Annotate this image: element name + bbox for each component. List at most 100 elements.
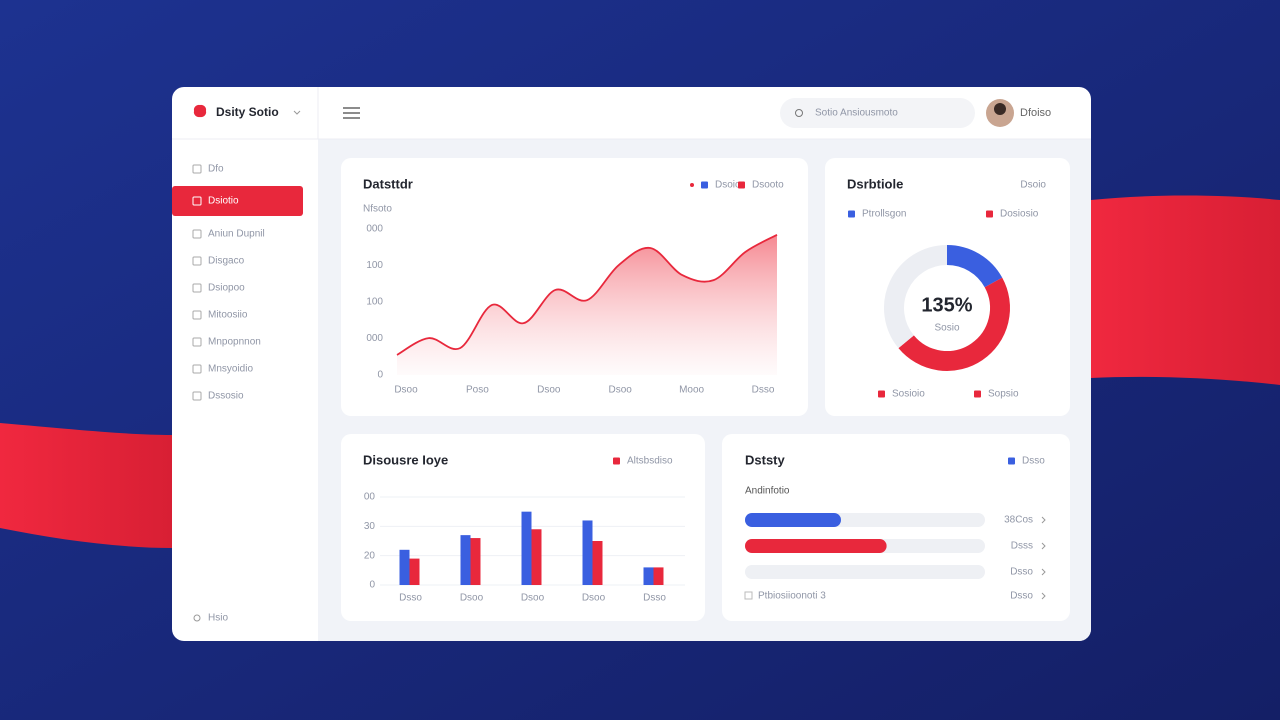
x-tick-label: Dsoo	[521, 593, 545, 604]
panel	[825, 158, 1070, 416]
y-tick-label: 20	[364, 550, 376, 561]
nav-item[interactable]: Aniun Dupnil	[208, 229, 265, 240]
row-label: Dsso	[1010, 591, 1033, 602]
nav-item[interactable]: Dssosio	[208, 391, 244, 402]
y-tick-label: 0	[369, 580, 375, 591]
y-tick-label: 100	[366, 297, 383, 308]
y-tick-label: 30	[364, 521, 376, 532]
panel-title: Disousre Ioye	[363, 452, 448, 467]
row-label: 38Cos	[1004, 515, 1033, 526]
y-tick-label: 000	[366, 333, 383, 344]
x-tick-label: Dsoo	[582, 593, 606, 604]
bar	[582, 520, 593, 585]
search-icon	[795, 109, 803, 117]
legend-label: Dsso	[1022, 456, 1045, 467]
chevron[interactable]	[1041, 516, 1046, 524]
y-tick-label: 0	[377, 370, 383, 381]
nav-item[interactable]: Disgaco	[208, 256, 245, 267]
legend-swatch	[974, 390, 981, 398]
nav-item[interactable]: Dfo	[208, 164, 224, 175]
bar	[531, 529, 542, 585]
wave	[1091, 195, 1280, 385]
sidebar-footer[interactable]: Hsio	[208, 613, 228, 624]
donut-center: 135%	[921, 294, 972, 316]
nav-icon	[192, 364, 202, 374]
search-placeholder: Sotio Ansiousmoto	[815, 108, 898, 119]
legend-label: Dosiosio	[1000, 209, 1039, 220]
chevron[interactable]	[1041, 592, 1046, 600]
chevron[interactable]	[1041, 568, 1046, 576]
bar	[399, 549, 410, 585]
axis-label: Nfsoto	[363, 204, 392, 215]
chevron[interactable]	[1041, 542, 1046, 550]
area	[397, 234, 777, 375]
legend-label: Ptrollsgon	[862, 209, 906, 220]
x-tick-label: Poso	[466, 385, 489, 396]
chevron[interactable]	[293, 110, 301, 115]
nav-item[interactable]: Dsiopoo	[208, 283, 245, 294]
line	[396, 234, 778, 356]
panel-title: Dststy	[745, 452, 786, 467]
legend-label: Dsooto	[752, 180, 784, 191]
checkbox[interactable]	[744, 591, 753, 600]
legend-swatch	[848, 210, 855, 218]
legend-swatch	[701, 181, 708, 189]
y-tick-label: 00	[364, 492, 376, 503]
avatar-hair	[994, 103, 1006, 115]
bar	[460, 535, 471, 585]
legend-label: Altsbsdiso	[627, 456, 673, 467]
x-tick-label: Dsoo	[537, 385, 561, 396]
x-tick-label: Dsso	[643, 593, 666, 604]
wave	[0, 423, 172, 548]
row-label: Dsss	[1011, 541, 1033, 552]
nav-active	[172, 186, 303, 216]
logo	[193, 104, 207, 118]
track	[745, 565, 985, 579]
footer-icon	[193, 614, 201, 622]
bar	[521, 511, 532, 585]
nav-icon	[192, 310, 202, 320]
legend-swatch	[1008, 457, 1015, 465]
user-name: Dfoiso	[1020, 107, 1051, 119]
nav-item[interactable]: Mitoosiio	[208, 310, 248, 321]
bar	[592, 541, 603, 585]
bar	[643, 567, 654, 585]
legend-swatch	[613, 457, 620, 465]
footer-text: Ptbiosiioonoti 3	[758, 591, 826, 602]
nav-icon	[192, 283, 202, 293]
donut-segment	[946, 245, 1003, 288]
nav-item[interactable]: Mnsyoidio	[208, 364, 253, 375]
y-tick-label: 000	[366, 224, 383, 235]
panel-title: Dsrbtiole	[847, 176, 903, 191]
x-tick-label: Dsso	[399, 593, 422, 604]
nav-icon	[192, 196, 202, 206]
legend-label: Sopsio	[988, 389, 1019, 400]
nav-item[interactable]: Dsiotio	[208, 196, 239, 207]
x-tick-label: Dsoo	[609, 385, 633, 396]
nav-icon	[192, 337, 202, 347]
x-tick-label: Dsso	[752, 385, 775, 396]
legend-label: Sosioio	[892, 389, 925, 400]
legend-swatch	[878, 390, 885, 398]
progress-bar	[745, 513, 841, 527]
nav-icon	[192, 164, 202, 174]
nav-icon	[192, 229, 202, 239]
panel-corner: Dsoio	[1020, 180, 1046, 191]
legend-swatch	[738, 181, 745, 189]
progress-bar	[745, 539, 887, 553]
donut-sub: Sosio	[934, 323, 959, 334]
nav-item[interactable]: Mnpopnnon	[208, 337, 261, 348]
menu-button[interactable]	[343, 107, 360, 119]
y-tick-label: 100	[366, 260, 383, 271]
x-tick-label: Dsoo	[460, 593, 484, 604]
nav-icon	[192, 391, 202, 401]
bar	[653, 567, 664, 585]
search-box[interactable]	[780, 98, 975, 128]
donut-segment	[884, 245, 948, 349]
brand: Dsity Sotio	[216, 105, 279, 119]
legend-label: Dsoio	[715, 180, 741, 191]
nav-icon	[192, 256, 202, 266]
x-tick-label: Mooo	[679, 385, 704, 396]
